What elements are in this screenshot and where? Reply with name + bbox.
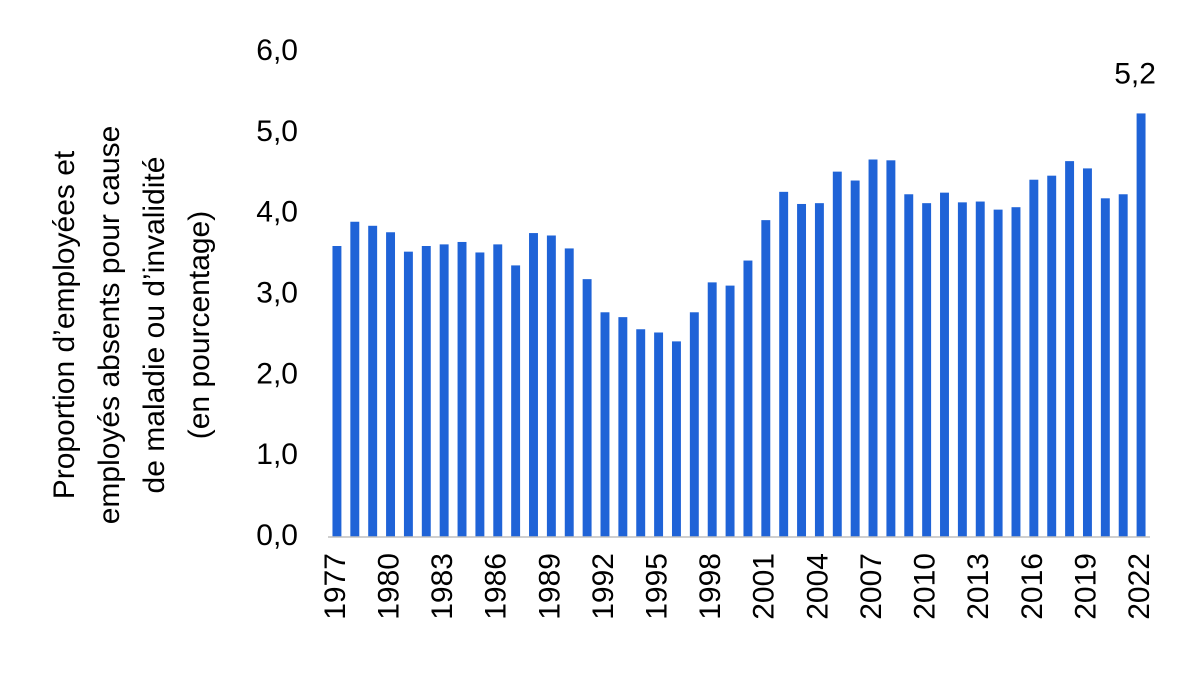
bar-1985 — [475, 252, 485, 537]
bar-2015 — [1011, 207, 1021, 537]
bar-1994 — [636, 329, 646, 537]
bar-2005 — [832, 171, 842, 537]
bar-1997 — [689, 312, 699, 537]
bar-1987 — [511, 265, 521, 537]
y-tick-label: 4,0 — [256, 196, 298, 229]
bar-1983 — [439, 244, 449, 537]
y-tick-label: 6,0 — [256, 34, 298, 67]
bar-1991 — [582, 279, 592, 537]
bar-2014 — [993, 209, 1003, 537]
bar-2012 — [957, 202, 967, 537]
bar-2003 — [797, 203, 807, 537]
y-axis-title-line: (en pourcentage) — [183, 211, 216, 440]
bar-1996 — [671, 341, 681, 537]
y-tick-label: 1,0 — [256, 438, 298, 471]
bar-1980 — [386, 232, 396, 537]
bar-1977 — [332, 246, 342, 537]
bar-2021 — [1118, 194, 1128, 537]
y-axis-title-line: Proportion d’employées et — [48, 150, 81, 499]
y-tick-label: 5,0 — [256, 115, 298, 148]
bar-1979 — [368, 225, 378, 537]
bar-2006 — [850, 180, 860, 537]
bar-2019 — [1082, 168, 1092, 537]
x-tick-label: 2001 — [748, 553, 781, 620]
bar-1981 — [403, 251, 413, 538]
x-tick-label: 1992 — [587, 553, 620, 620]
y-tick-label: 2,0 — [256, 357, 298, 390]
bar-2022 — [1136, 113, 1146, 537]
bar-2016 — [1029, 179, 1039, 537]
x-axis-ticks: 1977 1980 1983 1986 1989 1992 1995 1998 2001 2004… — [319, 553, 1156, 620]
bar-2007 — [868, 159, 878, 537]
bar-2018 — [1065, 161, 1075, 537]
x-tick-label: 1977 — [319, 553, 352, 620]
y-tick-label: 3,0 — [256, 276, 298, 309]
annotations: 5,2 — [1114, 57, 1156, 90]
bar-2011 — [940, 192, 949, 537]
bar-2009 — [904, 194, 914, 537]
bar-1982 — [421, 246, 431, 537]
bar-2004 — [814, 203, 824, 538]
x-tick-label: 1983 — [426, 553, 459, 620]
y-axis-title: Proportion d’employées et employés absent… — [48, 126, 216, 525]
bar-2008 — [886, 160, 896, 538]
y-axis-title-line: de maladie ou d’invalidité — [138, 157, 171, 494]
x-tick-label: 1995 — [641, 553, 674, 620]
x-tick-label: 1998 — [694, 553, 727, 620]
y-axis-title-line: employés absents pour cause — [93, 126, 126, 525]
bar-1993 — [618, 317, 628, 537]
bars — [332, 113, 1146, 538]
bar-1995 — [654, 332, 664, 537]
bar-2013 — [975, 201, 985, 537]
x-tick-label: 1986 — [480, 553, 513, 620]
x-tick-label: 2010 — [909, 553, 942, 620]
x-tick-label: 2016 — [1016, 553, 1049, 620]
x-tick-label: 2019 — [1069, 553, 1102, 620]
bar-1999 — [725, 285, 735, 537]
bar-1990 — [564, 248, 574, 538]
bar-2020 — [1100, 198, 1110, 537]
x-tick-label: 1980 — [372, 553, 405, 620]
bar-1978 — [350, 221, 360, 537]
bar-2010 — [922, 203, 932, 538]
bar-2002 — [779, 191, 789, 537]
bar-1998 — [707, 282, 717, 537]
bar-1992 — [600, 312, 610, 537]
bar-1984 — [457, 241, 467, 538]
x-tick-label: 2007 — [855, 553, 888, 620]
bar-1989 — [546, 235, 556, 537]
bar-2000 — [743, 260, 753, 537]
x-tick-label: 1989 — [533, 553, 566, 620]
y-axis-ticks: 0,0 1,0 2,0 3,0 4,0 5,0 6,0 — [256, 34, 298, 552]
bar-1988 — [529, 233, 538, 538]
x-tick-label: 2022 — [1123, 553, 1156, 620]
data-label-2022: 5,2 — [1114, 57, 1156, 90]
x-tick-label: 2013 — [962, 553, 995, 620]
x-tick-label: 2004 — [801, 553, 834, 620]
bar-2001 — [761, 220, 771, 537]
bar-2017 — [1047, 175, 1057, 538]
y-tick-label: 0,0 — [256, 519, 298, 552]
bar-1986 — [493, 244, 503, 537]
